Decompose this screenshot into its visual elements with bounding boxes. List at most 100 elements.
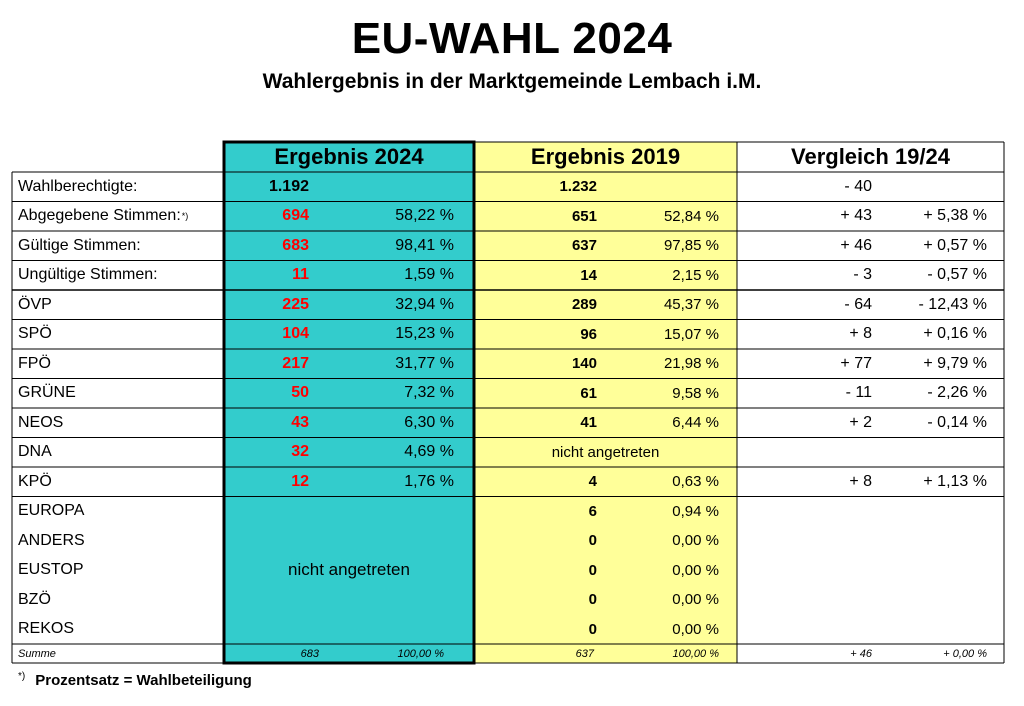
row-label: ÖVP bbox=[12, 290, 224, 320]
row-label: DNA bbox=[12, 438, 224, 468]
row-label-text: Gültige Stimmen: bbox=[18, 236, 141, 254]
votes-2019: 0 bbox=[588, 532, 597, 550]
row-label-text: KPÖ bbox=[18, 472, 52, 490]
diff-votes: + 43 bbox=[840, 207, 872, 225]
table-row: GRÜNE 50 7,32 % 61 9,58 % - 11 - 2,26 % bbox=[12, 378, 1004, 409]
row-label: KPÖ bbox=[12, 467, 224, 497]
sum-votes-2024: 683 bbox=[300, 647, 319, 660]
percent-2024: 4,69 % bbox=[404, 443, 454, 461]
cell-2024-bg bbox=[224, 231, 474, 261]
row-label: Ungültige Stimmen: bbox=[12, 261, 224, 291]
percent-2019: 21,98 % bbox=[663, 355, 719, 373]
page-subtitle: Wahlergebnis in der Marktgemeinde Lembac… bbox=[262, 70, 762, 93]
votes-2019: 14 bbox=[580, 266, 597, 284]
percent-2019: 9,58 % bbox=[672, 384, 719, 402]
votes-2024: 43 bbox=[291, 413, 309, 431]
percent-2019: 45,37 % bbox=[663, 296, 719, 314]
cell-2024-bg bbox=[224, 408, 474, 438]
footnote: *) Prozentsatz = Wahlbeteiligung bbox=[18, 671, 252, 689]
sum-percent-2024: 100,00 % bbox=[397, 647, 444, 660]
sum-2019-bg bbox=[474, 644, 737, 663]
votes-2024: 1.192 bbox=[268, 177, 309, 195]
row-label-text: FPÖ bbox=[18, 354, 51, 372]
row-label: NEOS bbox=[12, 408, 224, 438]
diff-votes: - 64 bbox=[844, 295, 872, 313]
percent-2019: 15,07 % bbox=[663, 325, 719, 343]
header-row: Ergebnis 2024 Ergebnis 2019 Vergleich 19/2… bbox=[12, 142, 1004, 172]
table-row: FPÖ 217 31,77 % 140 21,98 % + 77 + 9,79 % bbox=[12, 349, 1004, 379]
row-label-text: DNA bbox=[18, 443, 52, 461]
votes-2019: 61 bbox=[580, 384, 597, 402]
table-row: SPÖ 104 15,23 % 96 15,07 % + 8 + 0,16 % bbox=[12, 319, 1004, 350]
table-row: DNA 32 4,69 % nicht angetreten bbox=[12, 437, 1004, 468]
not-participated-2024: nicht angetreten bbox=[224, 496, 474, 644]
percent-2019: 0,00 % bbox=[672, 561, 719, 579]
row-label-text: Ungültige Stimmen: bbox=[18, 266, 158, 284]
diff-percent: + 1,13 % bbox=[923, 472, 987, 490]
percent-2024: 98,41 % bbox=[395, 236, 454, 254]
cell-2024-bg bbox=[224, 437, 474, 467]
footnote-ref: *) bbox=[181, 211, 189, 222]
page-title: EU-WAHL 2024 bbox=[351, 14, 673, 63]
header-2024: Ergebnis 2024 bbox=[224, 142, 474, 172]
diff-percent: - 12,43 % bbox=[918, 295, 987, 313]
cell-2024-bg bbox=[224, 201, 474, 231]
cell-2019-bg bbox=[474, 467, 737, 497]
row-label-text: Abgegebene Stimmen: bbox=[18, 207, 181, 225]
cell-2024-bg bbox=[224, 172, 474, 202]
row-label: FPÖ bbox=[12, 349, 224, 379]
row-label-text: GRÜNE bbox=[18, 384, 76, 402]
sum-percent-2019: 100,00 % bbox=[672, 647, 719, 660]
votes-2024: 683 bbox=[282, 236, 309, 254]
cell-2019-bg bbox=[474, 526, 737, 556]
header-compare: Vergleich 19/24 bbox=[791, 144, 950, 169]
row-label: EUROPA bbox=[12, 497, 224, 527]
row-label: BZÖ bbox=[12, 585, 224, 615]
votes-2019: 637 bbox=[571, 237, 597, 255]
cell-2019-bg bbox=[474, 172, 737, 202]
diff-votes: + 8 bbox=[849, 472, 872, 490]
diff-votes: + 46 bbox=[840, 236, 872, 254]
row-label: ANDERS bbox=[12, 526, 224, 556]
cell-2019-bg bbox=[474, 290, 737, 320]
percent-2024: 7,32 % bbox=[404, 384, 454, 402]
cell-2019-bg bbox=[474, 378, 737, 408]
votes-2019: 289 bbox=[571, 296, 597, 314]
row-label: GRÜNE bbox=[12, 379, 224, 409]
percent-2019: 2,15 % bbox=[672, 266, 719, 284]
row-label: Wahlberechtigte: bbox=[12, 172, 224, 202]
table-grid bbox=[11, 140, 1005, 665]
diff-percent: - 0,57 % bbox=[927, 266, 987, 284]
cell-2024-bg bbox=[224, 349, 474, 379]
diff-votes: + 2 bbox=[849, 413, 872, 431]
votes-2019: 651 bbox=[571, 207, 597, 225]
table-row: ÖVP 225 32,94 % 289 45,37 % - 64 - 12,43 % bbox=[12, 290, 1004, 320]
percent-2019: 0,63 % bbox=[672, 473, 719, 491]
votes-2019: 96 bbox=[580, 325, 597, 343]
cell-2019-bg bbox=[474, 555, 737, 585]
percent-2019: 0,00 % bbox=[672, 532, 719, 550]
percent-2019: 97,85 % bbox=[663, 237, 719, 255]
table-row: Abgegebene Stimmen: *) 694 58,22 % 651 52,84 … bbox=[12, 201, 1004, 231]
table-row: Wahlberechtigte: 1.192 1.232 - 40 bbox=[12, 172, 1004, 202]
diff-votes: + 77 bbox=[840, 354, 872, 372]
row-label: Gültige Stimmen: bbox=[12, 231, 224, 261]
cell-2019-bg bbox=[474, 319, 737, 349]
cell-2019-bg bbox=[474, 408, 737, 438]
percent-2024: 6,30 % bbox=[404, 413, 454, 431]
cell-2019-bg bbox=[474, 201, 737, 231]
row-label: SPÖ bbox=[12, 320, 224, 350]
sum-diff-votes: + 46 bbox=[850, 647, 872, 660]
votes-2024: 104 bbox=[282, 325, 309, 343]
votes-2019: 4 bbox=[588, 473, 597, 491]
diff-percent: - 2,26 % bbox=[927, 384, 987, 402]
cell-2024-bg bbox=[224, 290, 474, 320]
cell-2024-bg bbox=[224, 319, 474, 349]
cell-2019-bg bbox=[474, 437, 737, 467]
table-row: KPÖ 12 1,76 % 4 0,63 % + 8 + 1,13 % bbox=[12, 467, 1004, 497]
cell-2024-bg bbox=[224, 260, 474, 290]
row-label-text: EUSTOP bbox=[18, 561, 84, 579]
row-label: REKOS bbox=[12, 615, 224, 645]
percent-2024: 1,76 % bbox=[404, 472, 454, 490]
votes-2019: 0 bbox=[588, 561, 597, 579]
